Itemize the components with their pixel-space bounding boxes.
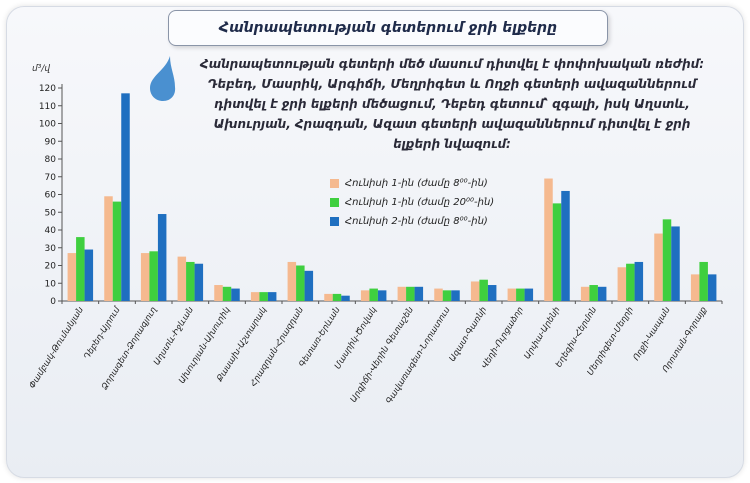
bar-s1-7 (287, 261, 297, 301)
bar-s3-3 (157, 214, 167, 301)
bar-s3-14 (561, 190, 570, 301)
y-tick-label: 30 (45, 244, 57, 254)
x-tick-label: Գավառագետ-Նորատուս (384, 305, 452, 406)
y-tick-label: 50 (45, 208, 57, 218)
y-tick-label: 110 (39, 102, 56, 112)
bar-s1-12 (470, 281, 480, 301)
legend-swatch-1 (330, 179, 339, 188)
bar-s3-11 (451, 290, 460, 301)
bar-s3-1 (84, 249, 94, 301)
x-tick-label: Ազատ-Գառնի (448, 305, 490, 363)
y-tick-label: 20 (45, 262, 57, 272)
bar-s3-8 (341, 295, 350, 301)
bar-s2-15 (589, 285, 598, 301)
legend-swatch-2 (330, 198, 339, 207)
bar-s2-14 (552, 203, 562, 301)
y-tick-label: 90 (45, 137, 57, 147)
bar-s1-4 (177, 256, 187, 301)
legend: Հունիսի 1-ին (ժամը 8⁰⁰-ին) Հունիսի 1-ին … (330, 174, 494, 231)
chart-title: Հանրապետության գետերում ջրի ելքերը (218, 20, 558, 36)
bar-s2-2 (112, 201, 122, 301)
legend-swatch-3 (330, 217, 339, 226)
bar-s2-13 (516, 288, 525, 301)
bar-s1-6 (250, 292, 260, 301)
y-tick-label: 120 (39, 84, 56, 94)
bar-s3-18 (707, 274, 717, 301)
bar-s1-18 (690, 274, 700, 301)
bar-s3-13 (524, 288, 534, 301)
bar-s1-16 (617, 267, 627, 301)
annotation-text: Հանրապետության գետերի մեծ մասում դիտվել … (199, 57, 705, 151)
bar-s1-2 (104, 196, 113, 301)
water-drop-icon (150, 56, 176, 101)
bar-s2-1 (76, 237, 85, 301)
bar-s2-4 (186, 261, 195, 301)
bar-s3-15 (597, 286, 607, 301)
bar-s2-8 (332, 293, 342, 301)
x-tick-label: Փամբակ-Թումանյան (28, 305, 87, 391)
y-tick-label: 70 (45, 173, 57, 183)
bar-s3-16 (634, 261, 644, 301)
bar-s3-7 (304, 270, 314, 301)
bar-s2-17 (662, 219, 672, 301)
bar-s2-16 (626, 263, 635, 301)
legend-label-2: Հունիսի 1-ին (ժամը 20⁰⁰-ին) (345, 197, 495, 208)
y-tick-label: 0 (50, 297, 56, 307)
bar-s2-7 (296, 265, 305, 301)
x-tick-label: Ողջի-Կապան (632, 305, 673, 363)
bar-s3-4 (194, 263, 204, 301)
bar-s3-12 (487, 285, 497, 301)
bar-s3-17 (671, 226, 680, 301)
bar-s3-9 (377, 290, 387, 301)
bar-s1-3 (140, 253, 150, 301)
bar-s2-18 (699, 261, 708, 301)
bar-s2-6 (259, 292, 268, 301)
bar-s3-2 (121, 93, 130, 301)
legend-label-3: Հունիսի 2-ին (ժամը 8⁰⁰-ին) (345, 216, 488, 227)
y-tick-label: 10 (45, 279, 57, 289)
bar-s3-5 (231, 288, 240, 301)
bar-s2-9 (369, 288, 378, 301)
bar-s1-5 (214, 285, 223, 301)
bar-s1-15 (580, 286, 590, 301)
y-tick-label: 100 (39, 120, 56, 130)
legend-item-1: Հունիսի 1-ին (ժամը 8⁰⁰-ին) (330, 174, 494, 193)
bar-s2-5 (222, 286, 232, 301)
title-box: Հանրապետության գետերում ջրի ելքերը (168, 10, 608, 46)
y-tick-label: 80 (45, 155, 57, 165)
legend-item-3: Հունիսի 2-ին (ժամը 8⁰⁰-ին) (330, 212, 494, 231)
bar-s2-3 (149, 251, 158, 301)
bar-s3-10 (414, 286, 424, 301)
bar-s1-10 (397, 286, 407, 301)
legend-label-1: Հունիսի 1-ին (ժամը 8⁰⁰-ին) (345, 178, 488, 189)
bar-s1-11 (434, 288, 443, 301)
x-tick-label: Վեդի-Ուրցաձոր (480, 305, 526, 370)
legend-item-2: Հունիսի 1-ին (ժամը 20⁰⁰-ին) (330, 193, 494, 212)
bar-s2-12 (479, 279, 488, 301)
x-tick-label: Արգիճի-Վերին Գետաշեն (349, 305, 416, 405)
bar-s1-13 (507, 288, 517, 301)
x-tick-label: Դեբեդ-Այրում (82, 304, 123, 362)
bar-s1-14 (544, 178, 553, 301)
bar-s1-1 (67, 253, 77, 301)
y-axis-unit: մ³/վ (32, 64, 51, 74)
x-tick-label: Աղստև-Իջևան (152, 305, 196, 367)
bar-s1-9 (360, 290, 370, 301)
bar-s1-8 (324, 293, 333, 301)
y-tick-label: 60 (45, 191, 57, 201)
bar-s2-10 (406, 286, 415, 301)
y-tick-label: 40 (45, 226, 57, 236)
bar-s1-17 (654, 233, 663, 301)
bar-s3-6 (267, 292, 277, 301)
x-tick-label: Արփա-Արենի (522, 305, 562, 361)
bar-s2-11 (442, 290, 452, 301)
